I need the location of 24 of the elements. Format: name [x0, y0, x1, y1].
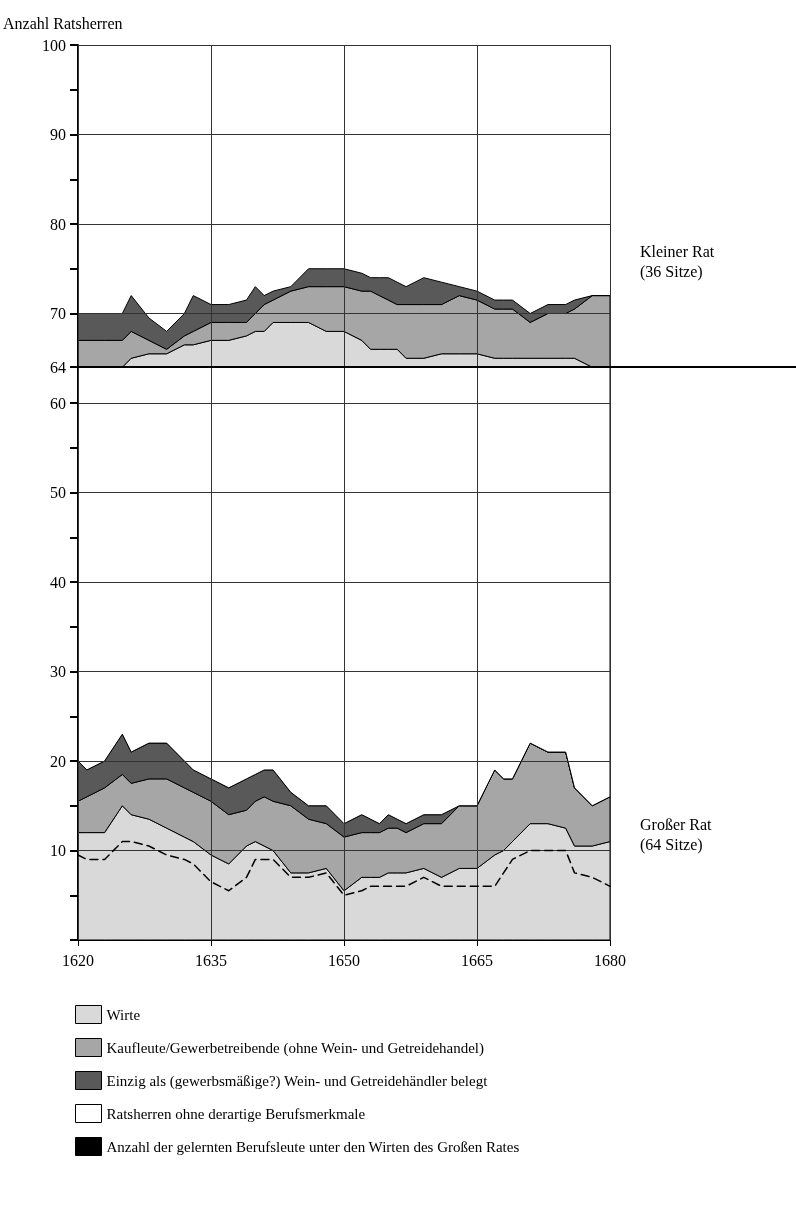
text: Großer Rat (64 Sitze) [640, 816, 716, 855]
y-tick-label: 10 [50, 842, 66, 859]
legend-label: Einzig als (gewerbsmäßige?) Wein- und Getreidehändler belegt [106, 1072, 489, 1090]
y-tick-label: 40 [50, 573, 66, 591]
legend-label: Ratsherren ohne derartige Berufsmerkmale [106, 1105, 366, 1122]
y-tick-label: 60 [50, 394, 66, 412]
y-tick-label: 70 [50, 305, 66, 322]
legend-label: Kaufleute/Gewerbetreibende (ohne Wein- und Getreidehandel) [106, 1039, 485, 1057]
y-tick-label: 30 [50, 663, 66, 680]
x-tick-label: 1665 [461, 951, 493, 969]
x-tick-label: 1680 [594, 951, 626, 969]
y-tick-label: 50 [50, 484, 66, 501]
legend-label: Anzahl der gelernten Berufsleute unter den Wirten des Großen Rates [106, 1138, 520, 1155]
y-tick-label: 100 [42, 36, 66, 54]
y-axis-title: Anzahl Ratsherren [3, 14, 123, 32]
x-tick-label: 1620 [62, 951, 94, 969]
text: Kleiner Rat (36 Sitze) [640, 243, 719, 282]
y-tick-label: 80 [50, 215, 66, 233]
x-tick-label: 1650 [328, 951, 360, 969]
y-tick-label: 64 [50, 358, 66, 376]
y-tick-label: 20 [50, 752, 66, 770]
y-tick-label: 90 [50, 126, 66, 143]
legend-label: Wirte [106, 1006, 141, 1023]
x-tick-label: 1635 [195, 951, 227, 969]
